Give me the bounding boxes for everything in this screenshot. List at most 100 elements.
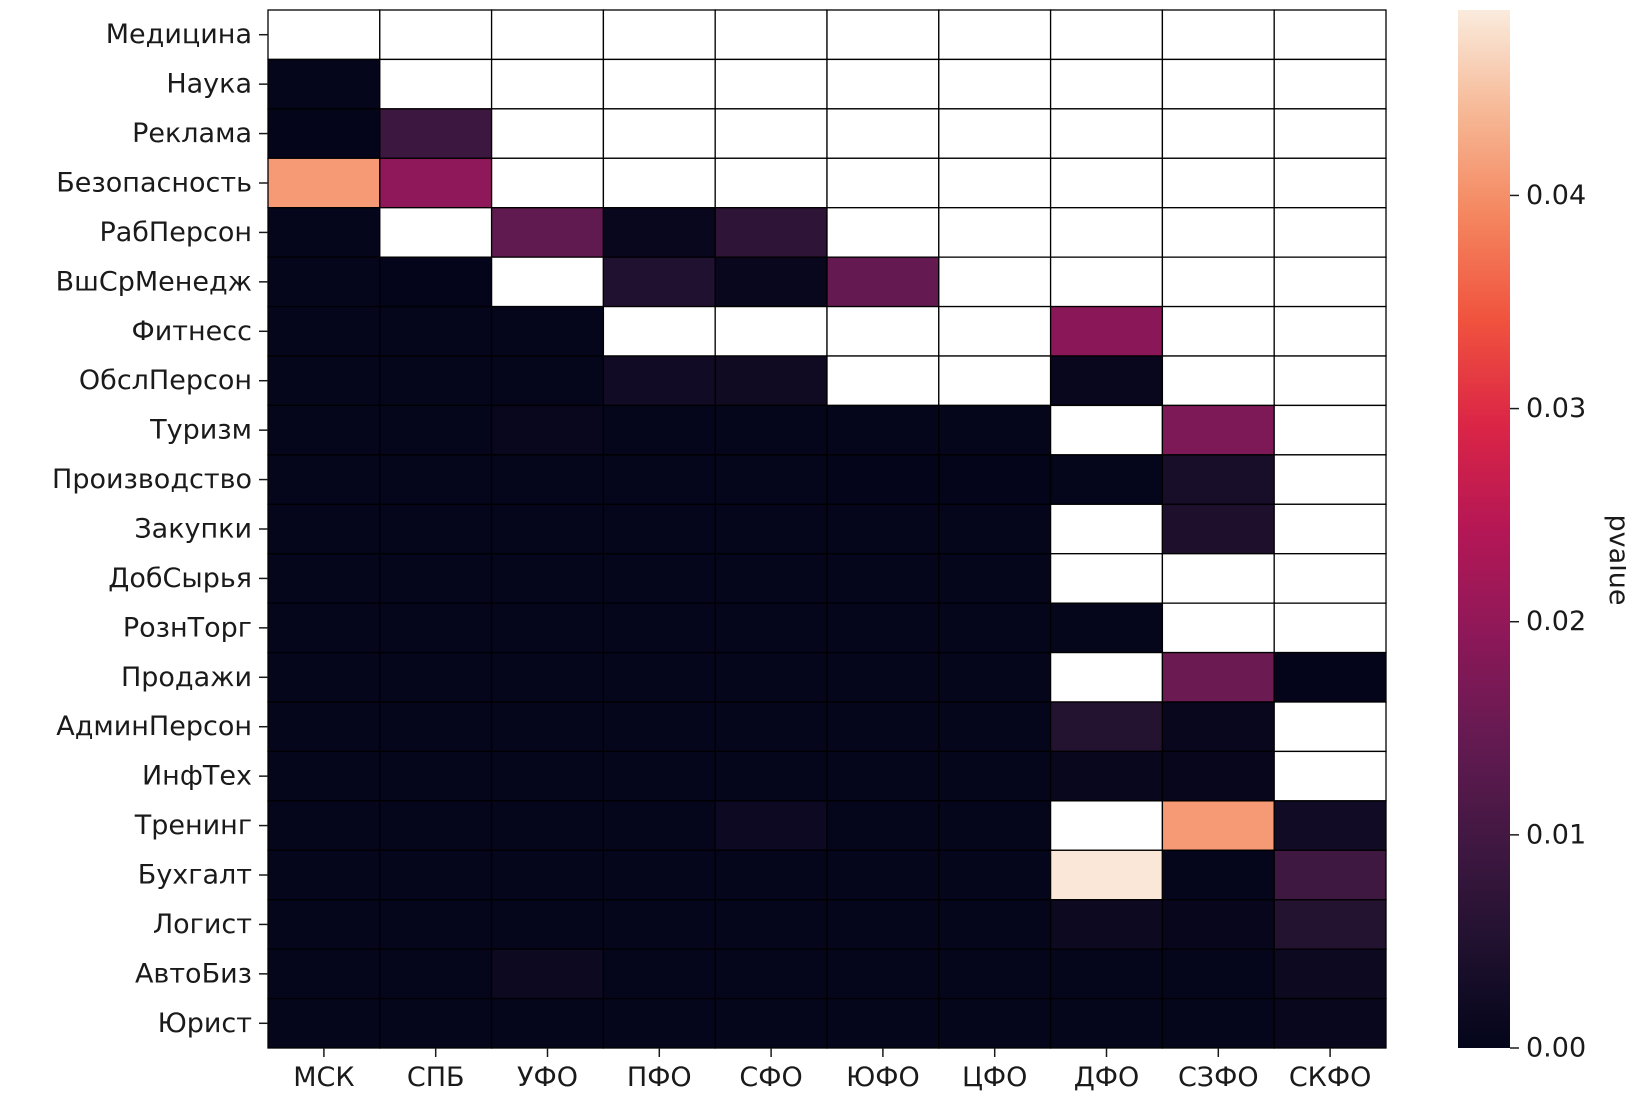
- heatmap-cell: [267, 157, 381, 209]
- heatmap-cell: [1273, 207, 1387, 258]
- heatmap-cell: [267, 948, 381, 1000]
- heatmap-cell: [1273, 503, 1387, 555]
- heatmap-cell: [826, 503, 940, 555]
- heatmap-cell: [267, 355, 381, 407]
- heatmap-cell: [938, 58, 1052, 110]
- heatmap-cell: [938, 899, 1052, 950]
- heatmap-cell: [826, 602, 940, 654]
- heatmap-cell: [602, 355, 716, 407]
- heatmap-cell: [1049, 750, 1164, 802]
- heatmap-cell: [602, 899, 716, 950]
- heatmap-cell: [490, 305, 605, 357]
- heatmap-cell: [1049, 355, 1164, 407]
- heatmap-cell: [826, 256, 940, 308]
- y-tick-label: Производство: [52, 464, 252, 495]
- heatmap-cell: [602, 750, 716, 802]
- y-tick-label: Медицина: [106, 19, 252, 50]
- heatmap-cell: [1161, 948, 1275, 1000]
- x-tick-label: СЗФО: [1178, 1062, 1259, 1093]
- heatmap-cell: [602, 948, 716, 1000]
- heatmap-cell: [1161, 404, 1275, 456]
- heatmap-cell: [1273, 948, 1387, 1000]
- heatmap-cell: [1161, 9, 1275, 61]
- heatmap-cell: [1161, 849, 1275, 901]
- heatmap-cell: [938, 602, 1052, 654]
- heatmap-cell: [379, 553, 493, 604]
- heatmap-cell: [1161, 800, 1275, 851]
- y-tick-label: ДобСырья: [108, 563, 252, 594]
- heatmap-cell: [490, 355, 605, 407]
- heatmap-cell: [602, 404, 716, 456]
- heatmap-cell: [1161, 997, 1275, 1049]
- heatmap-cell: [267, 9, 381, 61]
- heatmap-cell: [826, 305, 940, 357]
- heatmap-cell: [379, 651, 493, 703]
- heatmap-cell: [490, 948, 605, 1000]
- heatmap-cell: [938, 9, 1052, 61]
- heatmap-cell: [1049, 503, 1164, 555]
- heatmap-cell: [826, 651, 940, 703]
- heatmap-cell: [490, 701, 605, 753]
- heatmap-cell: [1049, 404, 1164, 456]
- heatmap-cell: [714, 849, 828, 901]
- heatmap-cell: [602, 9, 716, 61]
- colorbar-tick-label: 0.01: [1526, 819, 1586, 850]
- colorbar-tick-label: 0.02: [1526, 606, 1586, 637]
- heatmap-cell: [490, 404, 605, 456]
- heatmap-cell: [602, 651, 716, 703]
- y-tick-label: ВшСрМенедж: [56, 266, 252, 297]
- heatmap-cell: [1273, 157, 1387, 209]
- heatmap-cell: [826, 899, 940, 950]
- heatmap-cell: [714, 404, 828, 456]
- heatmap-cell: [267, 651, 381, 703]
- heatmap-cell: [490, 58, 605, 110]
- heatmap-cell: [714, 553, 828, 604]
- y-tick-label: АвтоБиз: [135, 958, 252, 989]
- heatmap-cell: [1161, 454, 1275, 505]
- heatmap-cell: [1161, 553, 1275, 604]
- heatmap-cell: [1273, 355, 1387, 407]
- colorbar-ticks: 0.00 0.01 0.02 0.03 0.04: [1510, 180, 1586, 1064]
- heatmap-cell: [938, 157, 1052, 209]
- heatmap-cell: [267, 58, 381, 110]
- heatmap-cell: [1049, 553, 1164, 604]
- heatmap-cell: [267, 503, 381, 555]
- heatmap-cell: [1161, 58, 1275, 110]
- heatmap-cell: [1049, 9, 1164, 61]
- heatmap-cell: [714, 108, 828, 159]
- heatmap-cell: [379, 750, 493, 802]
- heatmap-cell: [826, 948, 940, 1000]
- heatmap-cell: [714, 256, 828, 308]
- heatmap-cell: [938, 355, 1052, 407]
- heatmap-cell: [267, 454, 381, 505]
- heatmap-cell: [1273, 108, 1387, 159]
- heatmap-cell: [1161, 701, 1275, 753]
- heatmap-cell: [1273, 701, 1387, 753]
- heatmap-cell: [938, 305, 1052, 357]
- heatmap-cell: [379, 256, 493, 308]
- heatmap-cell: [379, 503, 493, 555]
- heatmap-cell: [1273, 305, 1387, 357]
- heatmap-cell: [1161, 207, 1275, 258]
- x-tick-label: УФО: [517, 1062, 578, 1093]
- heatmap-cell: [826, 454, 940, 505]
- colorbar: 0.00 0.01 0.02 0.03 0.04 pvalue: [1458, 10, 1626, 1064]
- heatmap-cell: [602, 256, 716, 308]
- heatmap-cell: [714, 651, 828, 703]
- heatmap-cell: [938, 404, 1052, 456]
- heatmap-cell: [1049, 701, 1164, 753]
- heatmap-cell: [714, 355, 828, 407]
- heatmap-cell: [714, 305, 828, 357]
- heatmap-cell: [1049, 58, 1164, 110]
- heatmap-cell: [602, 997, 716, 1049]
- heatmap-cell: [1049, 800, 1164, 851]
- y-tick-label: РознТорг: [123, 612, 252, 643]
- heatmap-cell: [1273, 899, 1387, 950]
- heatmap-cell: [267, 899, 381, 950]
- heatmap-cell: [714, 503, 828, 555]
- heatmap-cell: [1273, 849, 1387, 901]
- heatmap-cell: [267, 602, 381, 654]
- heatmap-cell: [1049, 899, 1164, 950]
- heatmap-cell: [490, 256, 605, 308]
